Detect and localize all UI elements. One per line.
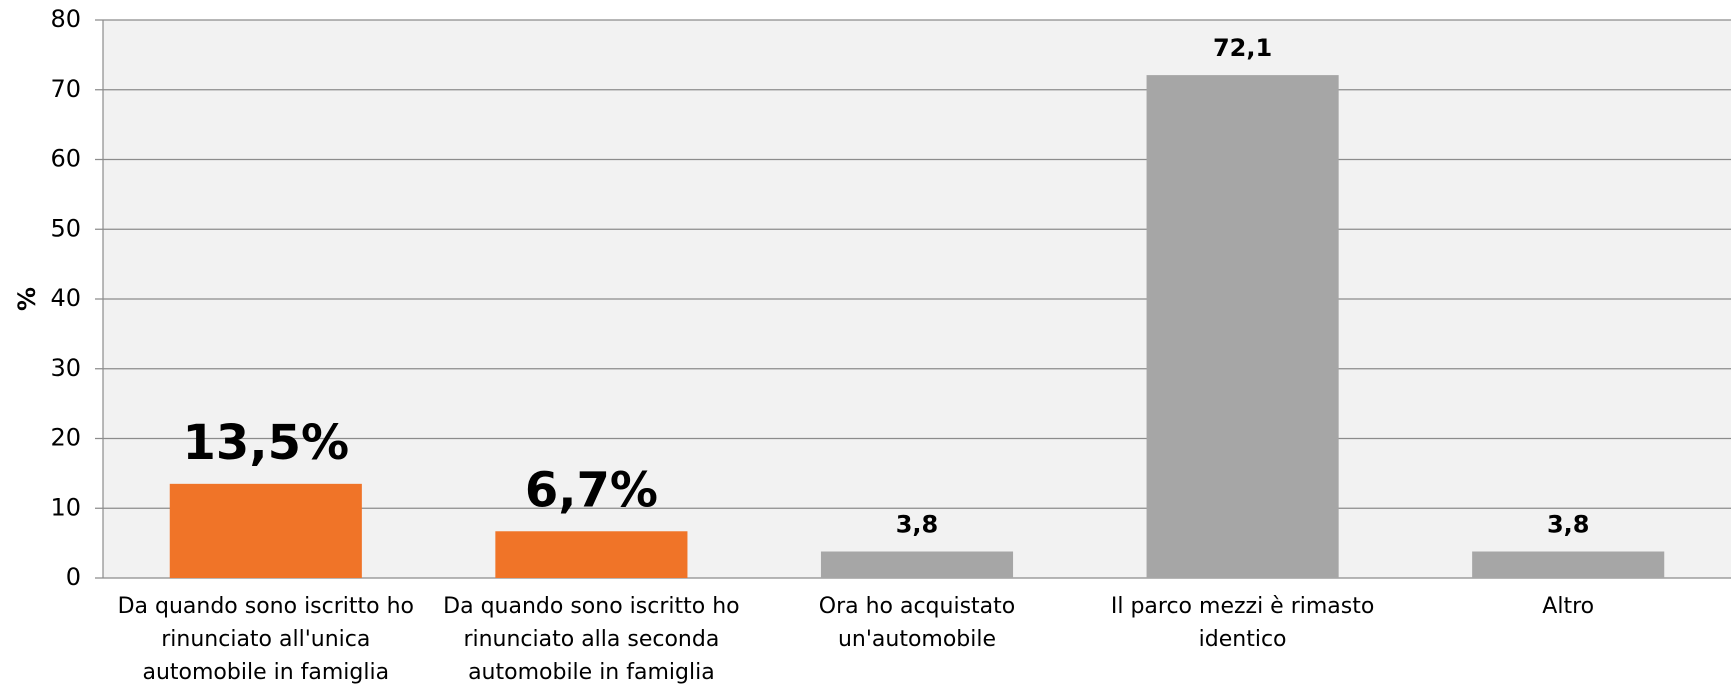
y-axis-label: % xyxy=(13,287,41,311)
y-tick-label: 80 xyxy=(50,5,81,33)
value-label: 72,1 xyxy=(1213,34,1272,62)
y-tick-label: 0 xyxy=(66,563,81,591)
x-tick-label: Ora ho acquistato un'automobile xyxy=(818,594,1016,652)
bar xyxy=(495,531,688,578)
bar xyxy=(1472,551,1665,578)
y-tick-label: 70 xyxy=(50,75,81,103)
bar xyxy=(1146,75,1339,578)
bar xyxy=(820,551,1014,578)
y-tick-label: 30 xyxy=(50,354,81,382)
y-tick-label: 40 xyxy=(50,284,81,312)
bar xyxy=(169,483,362,578)
value-label: 3,8 xyxy=(1547,510,1590,538)
x-tick-label: Da quando sono iscritto ho rinunciato al… xyxy=(117,594,414,685)
value-label: 13,5% xyxy=(183,415,350,471)
x-tick-label: Il parco mezzi è rimasto identico xyxy=(1110,594,1375,652)
value-label: 6,7% xyxy=(525,462,658,518)
y-tick-label: 10 xyxy=(50,493,81,521)
y-tick-label: 60 xyxy=(50,145,81,173)
value-label: 3,8 xyxy=(896,510,939,538)
x-tick-label: Altro xyxy=(1542,594,1595,619)
y-tick-label: 20 xyxy=(50,424,81,452)
x-tick-label: Da quando sono iscritto ho rinunciato al… xyxy=(443,594,740,685)
y-tick-label: 50 xyxy=(50,214,81,242)
